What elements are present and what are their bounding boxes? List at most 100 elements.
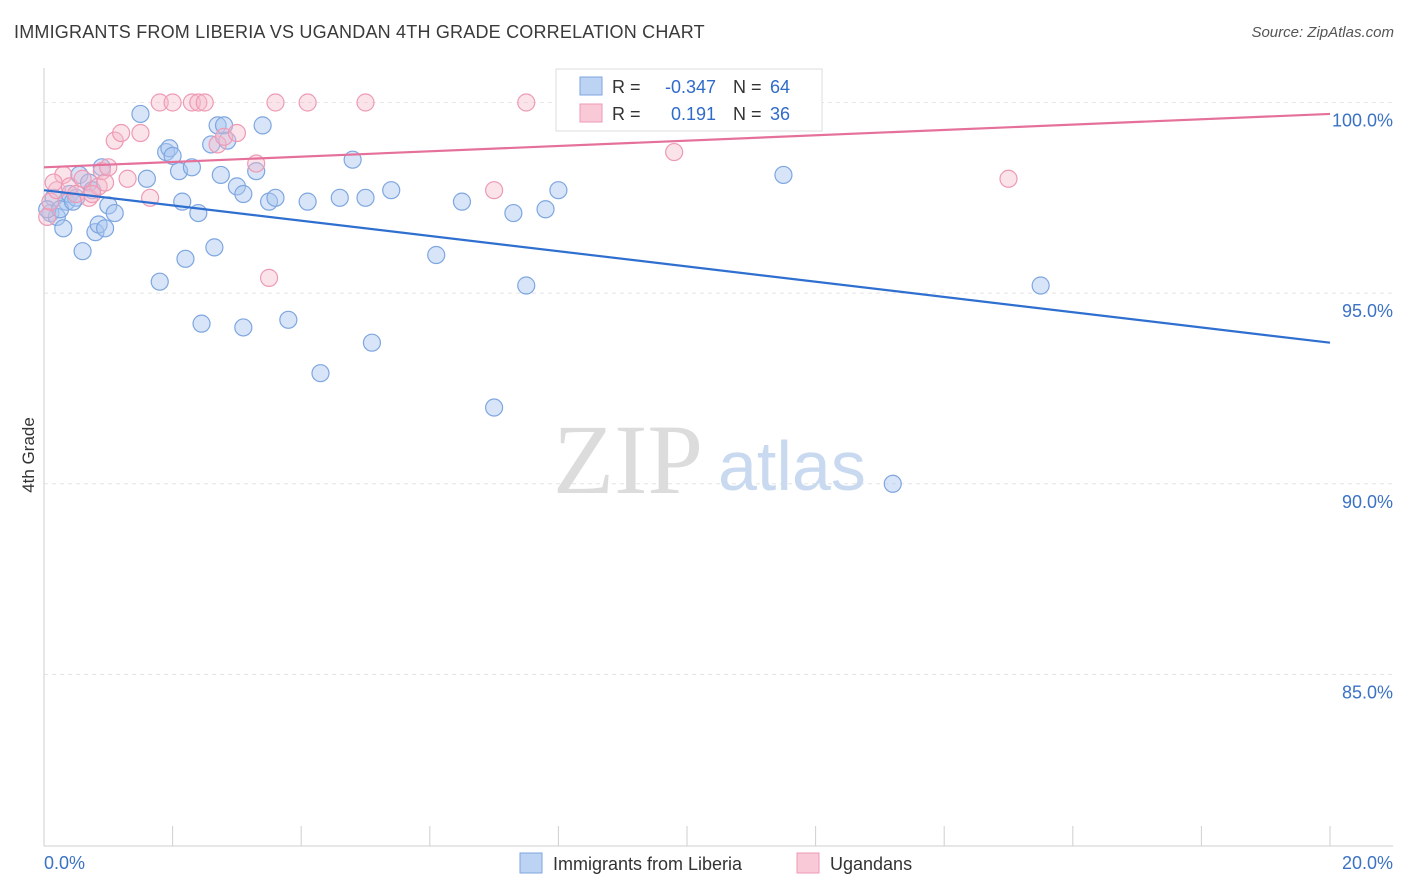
stats-legend-swatch-ugandans: [579, 103, 603, 123]
source-label: Source: ZipAtlas.com: [1251, 24, 1394, 41]
ugandans-point: [517, 93, 536, 112]
ugandans-point: [227, 123, 246, 143]
ugandans-point: [266, 93, 285, 112]
ugandans-point: [182, 93, 201, 112]
ugandans-point: [298, 93, 317, 112]
legend-swatch-liberia: [519, 852, 543, 874]
liberia-point: [192, 314, 211, 333]
trend-line-liberia: [43, 189, 1331, 344]
x-tick-label-min: 0.0%: [44, 853, 85, 873]
y-tick-labels: 85.0% 90.0% 95.0% 100.0%: [1332, 111, 1393, 703]
liberia-point: [266, 188, 285, 207]
ugandans-point: [189, 93, 208, 112]
liberia-point: [150, 272, 169, 291]
liberia-point: [227, 177, 246, 196]
ugandans-point: [105, 131, 124, 150]
trend-line-ugandans: [43, 112, 1331, 169]
liberia-point: [485, 398, 504, 417]
liberia-point: [536, 200, 555, 219]
liberia-point: [105, 203, 124, 223]
ugandans-point: [208, 135, 227, 154]
axes: [43, 68, 1393, 847]
legend-label-ugandans: Ugandans: [830, 854, 912, 874]
stats-r-value-ugandans: 0.191: [671, 104, 716, 124]
liberia-point: [211, 165, 230, 185]
ugandans-point: [73, 169, 92, 188]
y-tick-label-95: 95.0%: [1342, 301, 1393, 321]
liberia-point: [182, 158, 201, 177]
legend-label-liberia: Immigrants from Liberia: [553, 854, 743, 874]
ugandans-point: [95, 173, 115, 192]
stats-n-label-liberia: N =: [733, 77, 762, 97]
liberia-point: [517, 276, 536, 295]
legend-swatch-ugandans: [796, 852, 820, 874]
liberia-point: [208, 116, 227, 135]
liberia-point: [95, 219, 115, 238]
liberia-point: [774, 165, 793, 185]
liberia-point: [279, 310, 298, 329]
ugandans-point: [356, 93, 375, 112]
x-tick-labels: 0.0% 20.0%: [44, 853, 1393, 873]
ugandans-point: [44, 173, 63, 192]
ugandans-point: [665, 142, 684, 162]
liberia-point: [234, 184, 253, 204]
liberia-point: [137, 169, 156, 188]
liberia-point: [382, 181, 401, 200]
liberia-point: [205, 238, 224, 257]
liberia-point: [73, 242, 92, 261]
ugandans-point: [195, 93, 214, 112]
liberia-point: [298, 192, 317, 211]
stats-n-value-ugandans: 36: [770, 104, 790, 124]
ugandans-point: [112, 123, 131, 143]
y-tick-label-85: 85.0%: [1342, 682, 1393, 702]
stats-r-label-ugandans: R =: [612, 104, 641, 124]
ugandans-point: [999, 169, 1018, 188]
liberia-point: [427, 245, 446, 265]
liberia-point: [253, 116, 272, 135]
bottom-legend: Immigrants from Liberia Ugandans: [519, 852, 912, 874]
stats-legend-swatch-liberia: [579, 76, 603, 96]
ugandans-point: [131, 123, 150, 143]
liberia-point: [131, 104, 150, 124]
stats-n-value-liberia: 64: [770, 77, 790, 97]
liberia-point: [883, 474, 902, 493]
liberia-point: [311, 364, 330, 383]
liberia-point: [163, 146, 182, 165]
ugandans-point: [163, 93, 182, 112]
ugandans-point: [118, 169, 137, 188]
stats-legend: R = -0.347 N = 64 R = 0.191 N = 36: [555, 68, 823, 132]
liberia-point: [92, 158, 111, 177]
liberia-point: [54, 219, 73, 238]
stats-n-label-ugandans: N =: [733, 104, 762, 124]
watermark-atlas: atlas: [718, 427, 866, 505]
liberia-point: [452, 192, 472, 211]
ugandans-point: [150, 93, 169, 112]
ugandans-point: [485, 181, 504, 200]
ugandans-point: [41, 192, 60, 211]
liberia-point: [356, 188, 375, 207]
liberia-point: [176, 249, 195, 268]
stats-r-value-liberia: -0.347: [665, 77, 716, 97]
liberia-point: [549, 181, 568, 200]
y-tick-label-90: 90.0%: [1342, 492, 1393, 512]
ugandans-point: [83, 184, 102, 204]
ugandans-point: [38, 207, 57, 226]
stats-r-label-liberia: R =: [612, 77, 641, 97]
liberia-point: [504, 203, 523, 223]
ugandans-point: [259, 268, 279, 287]
x-tick-label-max: 20.0%: [1342, 853, 1393, 873]
watermark-zip: ZIP: [553, 404, 703, 515]
watermark: ZIP atlas: [553, 404, 866, 515]
liberia-point: [1031, 276, 1050, 295]
liberia-point: [362, 333, 382, 352]
chart-title: IMMIGRANTS FROM LIBERIA VS UGANDAN 4TH G…: [14, 22, 705, 42]
series-ugandans-points: [38, 93, 1018, 287]
ugandans-point: [99, 158, 118, 177]
y-axis-title: 4th Grade: [19, 417, 38, 493]
liberia-point: [234, 318, 253, 337]
trend-lines: [43, 112, 1331, 344]
liberia-point: [330, 188, 349, 207]
y-tick-label-100: 100.0%: [1332, 111, 1393, 131]
liberia-point: [247, 162, 266, 181]
